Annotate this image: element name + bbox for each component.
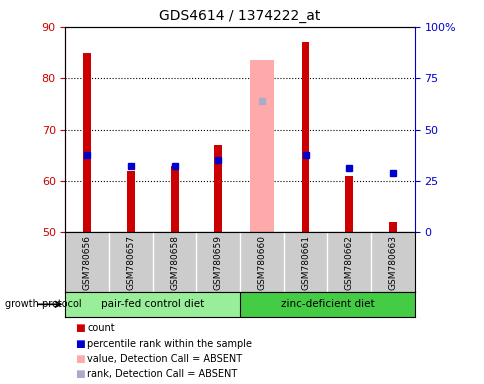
Text: GSM780657: GSM780657 [126, 235, 135, 290]
Text: rank, Detection Call = ABSENT: rank, Detection Call = ABSENT [87, 369, 237, 379]
Text: growth protocol: growth protocol [5, 299, 81, 309]
Text: GSM780658: GSM780658 [170, 235, 179, 290]
Text: GSM780660: GSM780660 [257, 235, 266, 290]
Bar [345, 176, 352, 232]
Text: value, Detection Call = ABSENT: value, Detection Call = ABSENT [87, 354, 242, 364]
Text: pair-fed control diet: pair-fed control diet [101, 299, 204, 310]
Text: ■: ■ [75, 339, 85, 349]
Text: percentile rank within the sample: percentile rank within the sample [87, 339, 252, 349]
Bar [83, 53, 91, 232]
Text: GSM780661: GSM780661 [301, 235, 309, 290]
Bar [249, 60, 273, 232]
Title: GDS4614 / 1374222_at: GDS4614 / 1374222_at [159, 9, 320, 23]
Bar [127, 170, 135, 232]
Bar [240, 292, 414, 317]
Text: GSM780656: GSM780656 [83, 235, 91, 290]
Bar [301, 42, 309, 232]
Text: GSM780659: GSM780659 [213, 235, 222, 290]
Text: GSM780662: GSM780662 [344, 235, 353, 290]
Bar [388, 222, 396, 232]
Text: GSM780663: GSM780663 [388, 235, 396, 290]
Bar [170, 166, 178, 232]
Text: zinc-deficient diet: zinc-deficient diet [280, 299, 374, 310]
Text: ■: ■ [75, 354, 85, 364]
Text: ■: ■ [75, 323, 85, 333]
Text: count: count [87, 323, 115, 333]
Text: ■: ■ [75, 369, 85, 379]
Bar [214, 145, 222, 232]
Bar [65, 292, 240, 317]
